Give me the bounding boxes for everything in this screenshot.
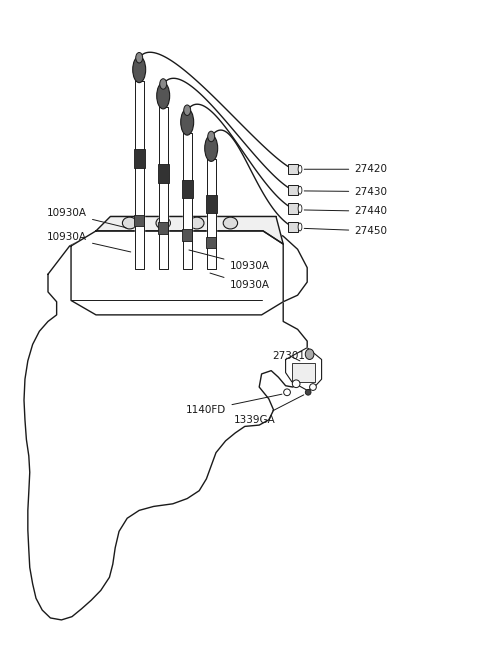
FancyBboxPatch shape — [288, 203, 298, 214]
Text: 27430: 27430 — [304, 186, 387, 197]
Circle shape — [310, 384, 316, 390]
FancyBboxPatch shape — [206, 237, 216, 249]
Ellipse shape — [298, 186, 302, 194]
Polygon shape — [159, 107, 168, 269]
FancyBboxPatch shape — [205, 195, 217, 213]
Circle shape — [284, 389, 290, 396]
FancyBboxPatch shape — [288, 164, 298, 174]
Text: 10930A: 10930A — [47, 232, 131, 252]
Text: 1140FD: 1140FD — [186, 394, 282, 415]
Polygon shape — [207, 159, 216, 269]
FancyBboxPatch shape — [134, 215, 144, 226]
Ellipse shape — [157, 83, 170, 109]
Ellipse shape — [298, 223, 302, 231]
Ellipse shape — [223, 217, 238, 229]
Ellipse shape — [208, 131, 215, 142]
Polygon shape — [135, 81, 144, 269]
FancyBboxPatch shape — [182, 229, 192, 241]
Polygon shape — [71, 231, 283, 315]
FancyBboxPatch shape — [288, 185, 298, 195]
Polygon shape — [24, 228, 307, 620]
Text: 27420: 27420 — [304, 164, 387, 174]
FancyBboxPatch shape — [292, 363, 315, 382]
Ellipse shape — [204, 135, 217, 161]
Text: 27440: 27440 — [304, 206, 387, 216]
Ellipse shape — [298, 165, 302, 173]
Ellipse shape — [190, 217, 204, 229]
Text: 27301: 27301 — [273, 350, 306, 361]
Ellipse shape — [122, 217, 137, 229]
Circle shape — [292, 380, 300, 388]
Ellipse shape — [181, 109, 194, 135]
FancyBboxPatch shape — [133, 149, 145, 167]
FancyBboxPatch shape — [181, 180, 193, 198]
Polygon shape — [286, 348, 322, 390]
Text: 10930A: 10930A — [47, 208, 126, 228]
Ellipse shape — [156, 217, 170, 229]
Polygon shape — [96, 216, 283, 244]
Text: 10930A: 10930A — [210, 273, 269, 291]
Text: 10930A: 10930A — [189, 250, 269, 271]
FancyBboxPatch shape — [288, 222, 298, 232]
Circle shape — [305, 390, 311, 395]
FancyBboxPatch shape — [158, 222, 168, 234]
Polygon shape — [183, 133, 192, 269]
Ellipse shape — [184, 105, 191, 115]
Text: 1339GA: 1339GA — [234, 395, 304, 425]
Ellipse shape — [136, 52, 143, 63]
Ellipse shape — [160, 79, 167, 89]
FancyBboxPatch shape — [157, 165, 169, 183]
Ellipse shape — [305, 349, 314, 359]
Text: 27450: 27450 — [304, 226, 387, 236]
Ellipse shape — [298, 205, 302, 213]
Ellipse shape — [132, 56, 145, 83]
